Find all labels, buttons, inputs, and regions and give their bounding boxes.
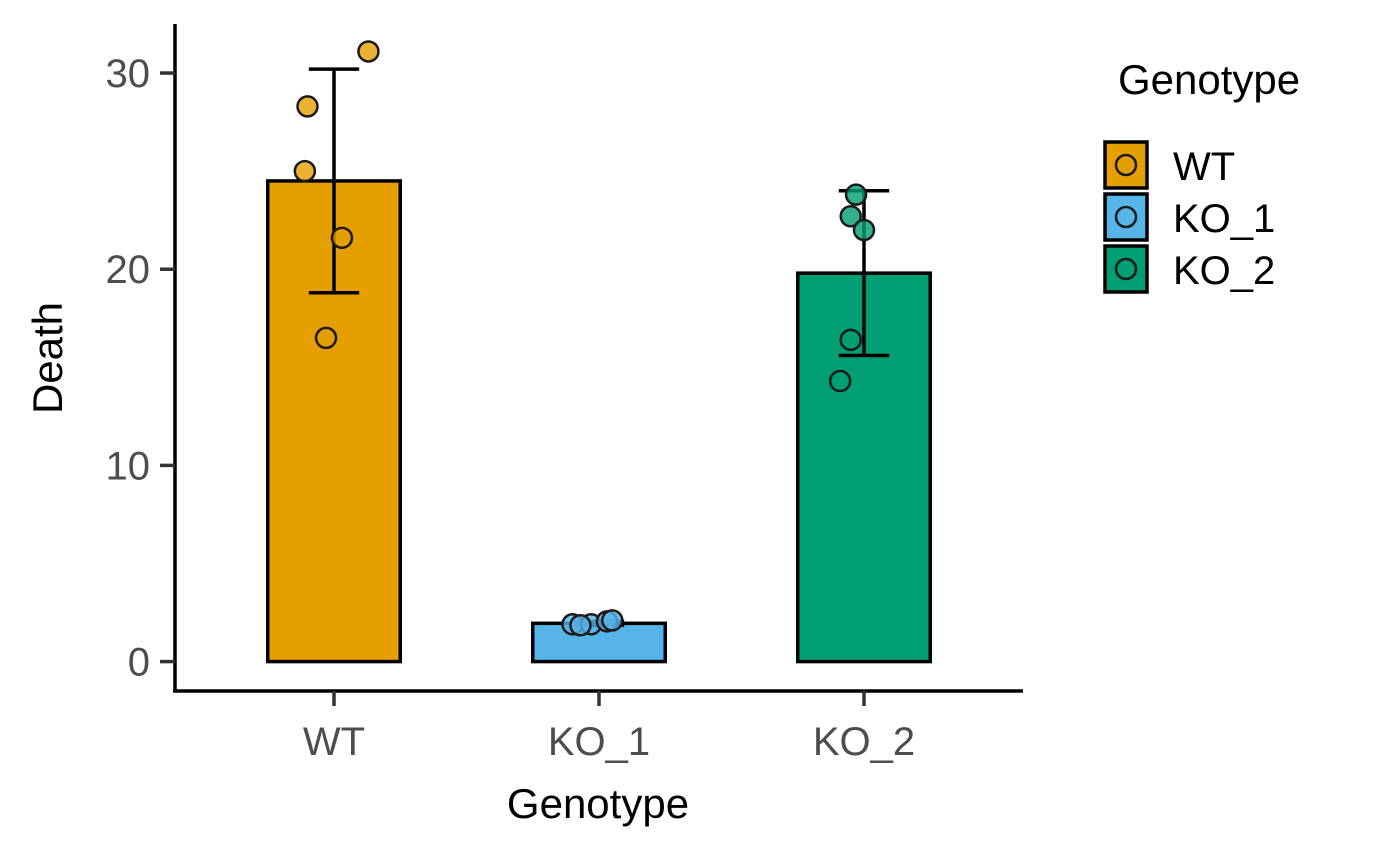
data-point-wt bbox=[330, 226, 354, 250]
legend-entry-ko-2: KO_2 bbox=[1103, 244, 1275, 294]
legend-key-point bbox=[1114, 205, 1138, 229]
x-axis-title: Genotype bbox=[507, 780, 689, 827]
data-point-ko-2 bbox=[839, 205, 862, 228]
data-point-wt bbox=[314, 326, 338, 350]
y-ticks: 0 10 20 30 bbox=[106, 52, 175, 685]
y-tick-label: 0 bbox=[128, 641, 150, 685]
y-tick-label: 30 bbox=[106, 52, 151, 96]
legend-entry-wt: WT bbox=[1103, 140, 1235, 190]
data-point-ko-2 bbox=[828, 369, 852, 393]
data-point-ko-1 bbox=[601, 609, 624, 632]
points-layer bbox=[293, 40, 876, 637]
data-point-wt bbox=[296, 95, 319, 118]
x-ticks: WT KO_1 KO_2 bbox=[303, 691, 915, 764]
bars-layer bbox=[266, 179, 932, 664]
data-point-wt bbox=[293, 159, 317, 183]
legend-title: Genotype bbox=[1118, 56, 1300, 103]
legend-label: WT bbox=[1173, 145, 1235, 189]
legend-key bbox=[1103, 140, 1149, 190]
data-point-ko-2 bbox=[839, 328, 862, 352]
x-tick-label: WT bbox=[303, 720, 365, 764]
legend-entry-ko-1: KO_1 bbox=[1103, 192, 1275, 242]
legend-entries: WT KO_1 KO_2 bbox=[1103, 140, 1275, 294]
y-tick-label: 10 bbox=[106, 444, 151, 488]
x-tick-label: KO_2 bbox=[813, 720, 915, 764]
legend-label: KO_2 bbox=[1173, 249, 1275, 293]
error-bar-wt bbox=[308, 67, 360, 295]
x-tick-label: KO_1 bbox=[548, 720, 650, 764]
data-point-ko-2 bbox=[852, 218, 876, 242]
y-tick-label: 20 bbox=[106, 248, 151, 292]
legend-label: KO_1 bbox=[1173, 197, 1275, 241]
data-point-ko-2 bbox=[844, 183, 868, 206]
data-point-wt bbox=[357, 40, 380, 63]
legend-key-point bbox=[1114, 153, 1138, 177]
legend: Genotype WT KO_1 KO_2 bbox=[1103, 56, 1300, 294]
y-axis-title: Death bbox=[24, 302, 71, 414]
legend-key-point bbox=[1114, 257, 1138, 281]
data-point-ko-1 bbox=[569, 614, 592, 637]
